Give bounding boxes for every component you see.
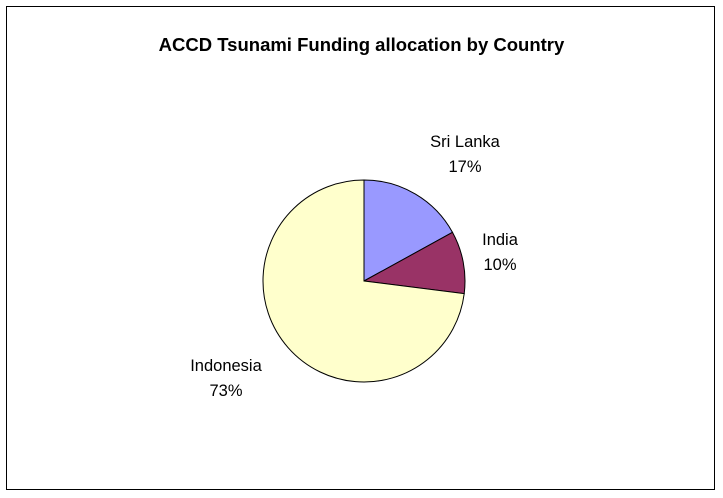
pie-slice-sri-lanka bbox=[363, 179, 454, 282]
pie-slices bbox=[262, 179, 466, 383]
slice-label-percent: 10% bbox=[483, 256, 516, 274]
slice-label-name: Sri Lanka bbox=[430, 133, 501, 151]
slice-label-percent: 73% bbox=[209, 382, 242, 400]
pie-slice-indonesia bbox=[262, 179, 465, 383]
slice-label-name: India bbox=[482, 231, 519, 249]
slice-label-name: Indonesia bbox=[190, 357, 262, 375]
chart-title: ACCD Tsunami Funding allocation by Count… bbox=[158, 34, 565, 55]
pie-chart: Sri Lanka 17% India 10% Indonesia 73% bbox=[190, 133, 518, 400]
pie-labels: Sri Lanka 17% India 10% Indonesia 73% bbox=[190, 133, 518, 400]
slice-label-percent: 17% bbox=[448, 158, 481, 176]
chart-area: ACCD Tsunami Funding allocation by Count… bbox=[6, 6, 715, 490]
